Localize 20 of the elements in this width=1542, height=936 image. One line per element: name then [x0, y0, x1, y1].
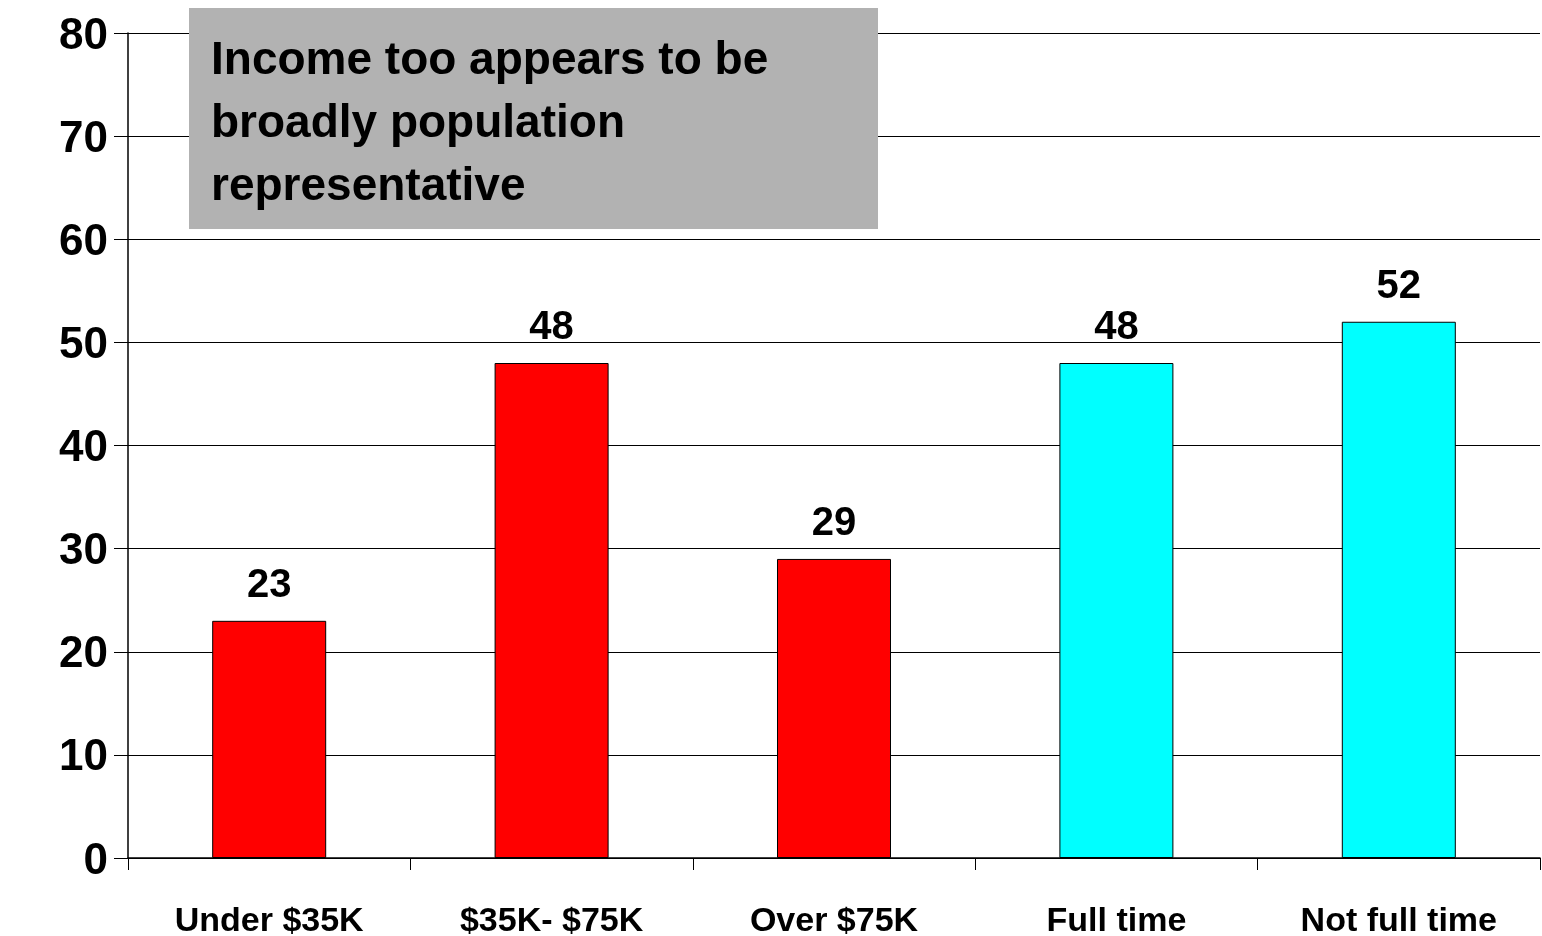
text: Income too appears to be broadly population representative: [211, 31, 769, 210]
y-tick-label: 10: [59, 730, 108, 780]
y-tick-label: 70: [59, 111, 108, 161]
x-tick-label: Full time: [1046, 900, 1187, 936]
y-tick-label: 80: [59, 8, 108, 58]
data-label: 48: [529, 303, 574, 347]
y-tick-label: 20: [59, 627, 108, 677]
y-tick-label: 60: [59, 214, 108, 264]
x-tick-label: Over $75K: [749, 900, 919, 936]
y-tick-label: 0: [83, 833, 108, 883]
data-label: 29: [811, 498, 857, 543]
x-tick-label: Not full time: [1300, 900, 1498, 936]
data-label: 48: [1094, 303, 1139, 347]
y-tick-label: 50: [59, 317, 108, 367]
data-label: 23: [246, 560, 292, 605]
y-tick-label: 40: [59, 421, 108, 470]
data-label: 52: [1376, 261, 1422, 306]
x-tick-label: $35K- $75K: [459, 900, 644, 936]
y-tick-label: 30: [59, 524, 108, 574]
x-tick-label: Under $35K: [174, 900, 365, 936]
